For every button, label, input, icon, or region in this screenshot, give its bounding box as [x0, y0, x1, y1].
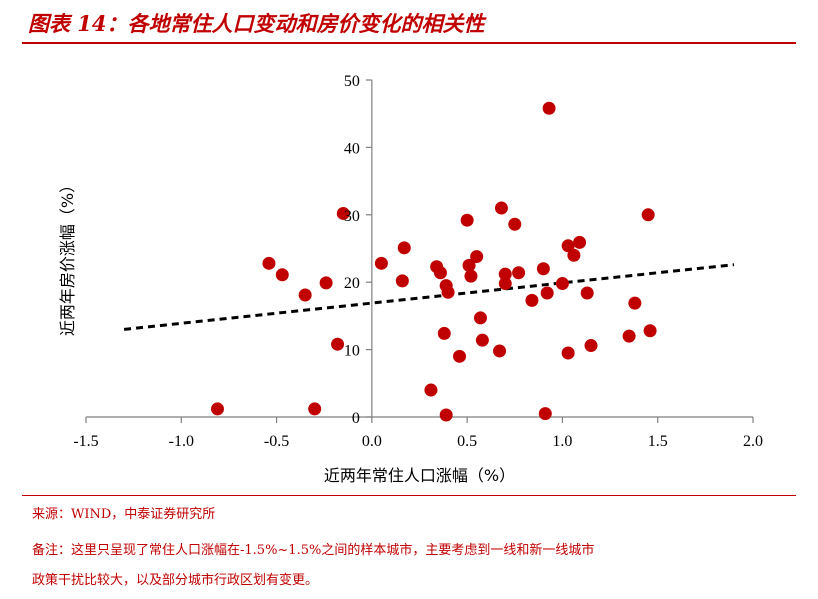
- data-point: [298, 288, 312, 302]
- remark-line-2: 政策干扰比较大，以及部分城市行政区划有变更。: [32, 573, 319, 588]
- data-point: [464, 269, 478, 283]
- data-point: [262, 256, 276, 270]
- data-point: [374, 256, 388, 270]
- y-tick-label: 40: [344, 140, 360, 157]
- y-tick-label: 0: [352, 410, 360, 427]
- data-point: [498, 267, 512, 281]
- data-point: [512, 266, 526, 280]
- data-point: [573, 235, 587, 249]
- data-point: [493, 344, 507, 358]
- data-point: [319, 276, 333, 290]
- title-divider: [22, 42, 796, 44]
- x-tick-label: 1.5: [648, 433, 668, 450]
- source-note: 来源：WIND，中泰证券研究所: [32, 507, 216, 522]
- data-point: [331, 337, 345, 351]
- y-tick-label: 20: [344, 275, 360, 292]
- axis-labels: -1.5 -1.0 -0.5 0.0 0.5 1.0 1.5 2.0 0 10 20 30 40 50 近两…: [58, 73, 763, 485]
- data-point: [561, 346, 575, 360]
- x-tick-label: 0.0: [362, 433, 382, 450]
- data-point: [641, 208, 655, 222]
- y-tick-label: 30: [344, 208, 360, 225]
- data-point: [397, 241, 411, 255]
- data-point: [441, 285, 455, 299]
- data-point: [540, 286, 554, 300]
- data-point: [275, 268, 289, 282]
- data-point: [542, 101, 556, 115]
- data-point: [470, 250, 484, 264]
- data-point: [555, 277, 569, 291]
- remark-line-1: 备注：这里只呈现了常住人口涨幅在-1.5%~1.5%之间的样本城市，主要考虑到一…: [32, 543, 595, 558]
- data-point: [437, 326, 451, 340]
- data-point: [453, 349, 467, 363]
- data-point: [395, 274, 409, 288]
- data-point: [508, 217, 522, 231]
- x-tick-label: 2.0: [743, 433, 763, 450]
- data-point: [498, 277, 512, 291]
- data-point: [494, 201, 508, 215]
- data-point: [210, 402, 224, 416]
- data-point: [628, 296, 642, 310]
- data-point: [473, 311, 487, 325]
- scatter-chart: -1.5 -1.0 -0.5 0.0 0.5 1.0 1.5 2.0 0 10 20 30 40 50 近两…: [58, 73, 763, 485]
- data-point: [536, 262, 550, 276]
- data-point: [643, 324, 657, 338]
- x-tick-label: -0.5: [264, 433, 289, 450]
- data-point: [580, 286, 594, 300]
- data-point: [567, 248, 581, 262]
- data-point: [460, 213, 474, 227]
- data-point: [538, 407, 552, 421]
- y-axis-title: 近两年房价涨幅（%）: [58, 177, 77, 336]
- chart-axes: [85, 79, 754, 423]
- data-point: [475, 333, 489, 347]
- data-points: [210, 101, 657, 422]
- data-point: [525, 293, 539, 307]
- data-point: [308, 402, 322, 416]
- x-tick-label: -1.0: [169, 433, 194, 450]
- data-point: [622, 329, 636, 343]
- x-axis-title: 近两年常住人口涨幅（%）: [324, 466, 515, 485]
- y-tick-label: 10: [344, 343, 360, 360]
- figure-title: 图表 14：各地常住人口变动和房价变化的相关性: [28, 11, 485, 36]
- data-point: [439, 408, 453, 422]
- data-point: [336, 206, 350, 220]
- data-point: [584, 339, 598, 353]
- data-point: [462, 258, 476, 272]
- x-tick-label: 1.0: [552, 433, 572, 450]
- x-tick-label: 0.5: [457, 433, 477, 450]
- x-tick-label: -1.5: [73, 433, 98, 450]
- trendline: [123, 263, 735, 331]
- data-point: [424, 383, 438, 397]
- y-tick-label: 50: [344, 73, 360, 90]
- trendline-group: [123, 263, 735, 331]
- data-point: [433, 266, 447, 280]
- data-point: [561, 239, 575, 253]
- footer-divider: [22, 495, 796, 496]
